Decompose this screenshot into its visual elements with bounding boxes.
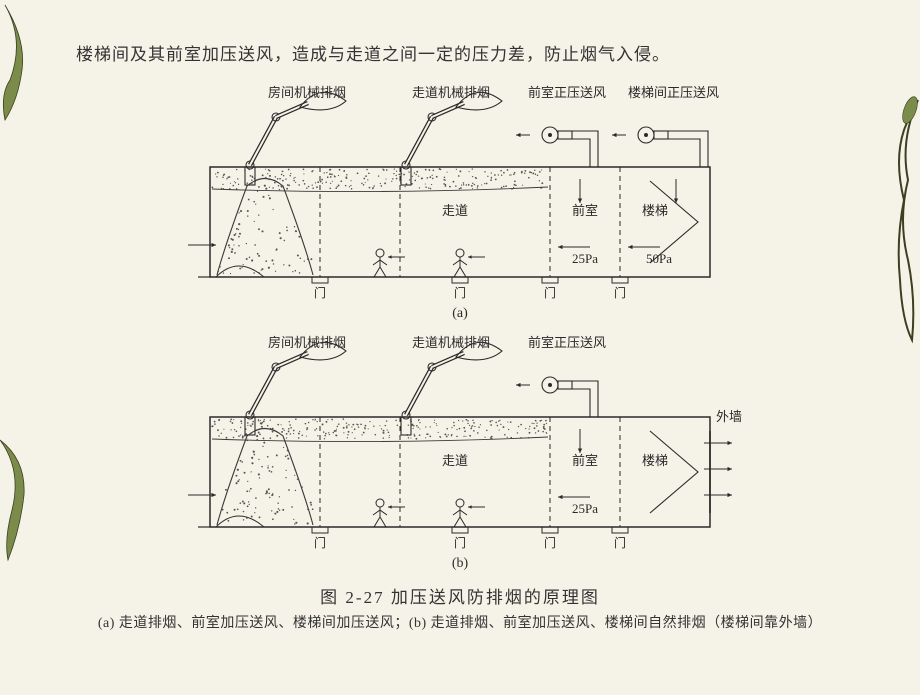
stair-label: 楼梯	[642, 203, 668, 218]
page-decoration-left	[0, 0, 30, 690]
person-icon	[373, 249, 387, 277]
stair-supply-label: 楼梯间正压送风	[628, 85, 719, 100]
supply-air-arrow-icon	[516, 383, 521, 387]
wall-vent-arrow-icon	[727, 493, 732, 497]
pressure-arrow-icon	[558, 245, 563, 249]
corridor-label: 走道	[442, 453, 468, 468]
corridor-exhaust-duct-icon	[401, 92, 502, 185]
pressure-arrow-icon	[558, 495, 563, 499]
corridor-exhaust-label: 走道机械排烟	[412, 85, 490, 100]
door-label: 门	[614, 285, 626, 300]
pressure-50-label: 50Pa	[646, 251, 672, 266]
motion-arrow-icon	[388, 255, 392, 258]
subfigure-label: (b)	[452, 556, 469, 571]
supply-air-arrow-icon	[612, 133, 617, 137]
smoke-layer	[211, 418, 547, 439]
subfigure-label: (a)	[452, 306, 468, 321]
page-decoration-right	[890, 0, 920, 690]
figure-caption: 图 2-27 加压送风防排烟的原理图	[40, 583, 880, 608]
room-exhaust-duct-icon	[245, 92, 346, 185]
door-label: 门	[544, 285, 556, 300]
anteroom-supply-fan-icon	[542, 377, 572, 393]
supply-air-arrow-icon	[516, 133, 521, 137]
figure-subcaption: (a) 走道排烟、前室加压送风、楼梯间加压送风；(b) 走道排烟、前室加压送风、…	[40, 612, 880, 632]
stair-label: 楼梯	[642, 453, 668, 468]
corridor-exhaust-duct-icon	[401, 342, 502, 435]
stair-supply-fan-icon	[638, 127, 668, 143]
smoke-stipple	[222, 421, 314, 525]
anteroom-supply-label: 前室正压送风	[528, 335, 606, 350]
outer-wall-label: 外墙	[716, 409, 742, 424]
corridor-exhaust-label: 走道机械排烟	[412, 335, 490, 350]
room-exhaust-label: 房间机械排烟	[268, 335, 346, 350]
room-exhaust-label: 房间机械排烟	[268, 85, 346, 100]
person-icon	[453, 249, 467, 277]
door-label: 门	[614, 535, 626, 550]
person-icon	[453, 499, 467, 527]
anteroom-label: 前室	[572, 203, 598, 218]
diagram-b: 门 门 门 门 走道 前室 楼梯 25Pa 外墙 房间机械排烟 走道机械排烟 前室正压送风 (b)	[150, 327, 770, 577]
corridor-label: 走道	[442, 203, 468, 218]
pressure-25-label: 25Pa	[572, 251, 598, 266]
intro-text: 楼梯间及其前室加压送风，造成与走道之间一定的压力差，防止烟气入侵。	[76, 40, 880, 65]
page-content: 楼梯间及其前室加压送风，造成与走道之间一定的压力差，防止烟气入侵。 门门门门走道…	[40, 40, 880, 632]
anteroom-supply-fan-icon	[542, 127, 572, 143]
door-label: 门	[314, 285, 326, 300]
motion-arrow-icon	[468, 255, 472, 258]
pressure-25-label: 25Pa	[572, 501, 598, 516]
motion-arrow-icon	[388, 505, 392, 508]
door-label: 门	[454, 285, 466, 300]
wall-vent-arrow-icon	[727, 441, 732, 445]
diagram-container: 门门门门走道前室楼梯25Pa50Pa房间机械排烟走道机械排烟前室正压送风楼梯间正…	[40, 77, 880, 577]
airflow-in-arrow-icon	[211, 493, 216, 497]
anteroom-supply-label: 前室正压送风	[528, 85, 606, 100]
diagram-a: 门 门 门 门 走道 前室 楼梯 25Pa 50Pa 房间机械排烟 走道机械排烟 前室正压送风 楼梯间正…	[150, 77, 770, 327]
airflow-in-arrow-icon	[211, 243, 216, 247]
pressure-arrow-icon	[628, 245, 633, 249]
door-label: 门	[454, 535, 466, 550]
wall-vent-arrow-icon	[727, 467, 732, 471]
door-label: 门	[544, 535, 556, 550]
anteroom-label: 前室	[572, 453, 598, 468]
person-icon	[373, 499, 387, 527]
motion-arrow-icon	[468, 505, 472, 508]
room-exhaust-duct-icon	[245, 342, 346, 435]
door-label: 门	[314, 535, 326, 550]
